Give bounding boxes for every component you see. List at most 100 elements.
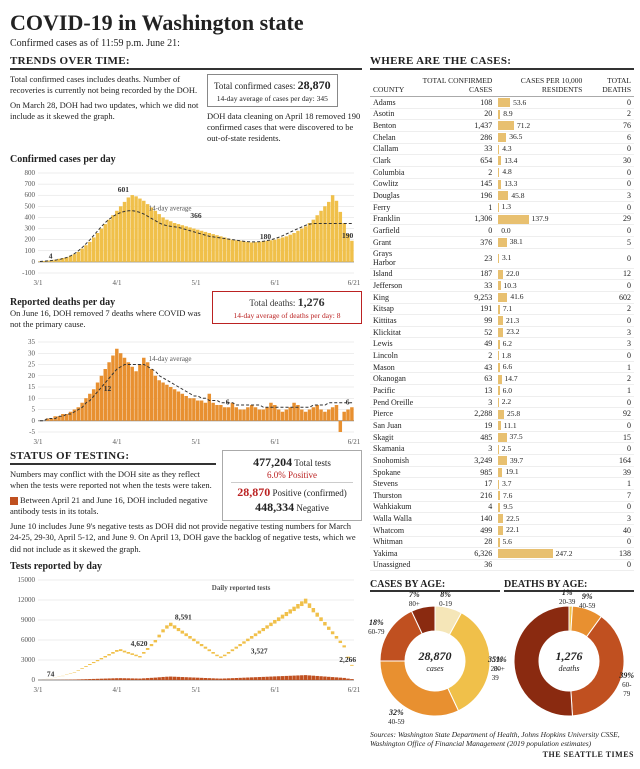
table-row: Chelan28636.56: [370, 131, 634, 143]
table-row: Island18722.012: [370, 268, 634, 280]
table-row: Garfield00.00: [370, 225, 634, 237]
table-row: King9,25341.6602: [370, 291, 634, 303]
trends-note1: Total confirmed cases includes deaths. N…: [10, 74, 201, 96]
deaths-note: On June 16, DOH removed 7 deaths where C…: [10, 308, 206, 330]
svg-text:30: 30: [28, 349, 36, 357]
table-row: Lincoln21.80: [370, 350, 634, 362]
svg-text:0: 0: [32, 676, 36, 684]
svg-text:5/1: 5/1: [192, 279, 201, 287]
svg-text:35: 35: [28, 338, 36, 346]
status-note2: Between April 21 and June 16, DOH includ…: [10, 495, 216, 517]
table-row: Whatcom49922.140: [370, 524, 634, 536]
cases-age-hdr: CASES BY AGE:: [370, 579, 500, 592]
svg-text:12: 12: [104, 384, 112, 393]
table-row: Wahkiakum49.50: [370, 501, 634, 513]
svg-text:200: 200: [25, 236, 36, 244]
table-row: Whitman285.60: [370, 536, 634, 548]
table-row: Walla Walla14022.53: [370, 513, 634, 525]
svg-text:180: 180: [260, 232, 272, 241]
svg-text:6/21: 6/21: [348, 686, 360, 694]
svg-text:500: 500: [25, 202, 36, 210]
svg-text:3/1: 3/1: [34, 279, 43, 287]
svg-text:6/21: 6/21: [348, 438, 360, 446]
cases-age-pie: 8%0-1935%20-3932%40-5918%60-797%80+28,87…: [370, 596, 500, 726]
svg-text:4/1: 4/1: [113, 438, 122, 446]
subtitle: Confirmed cases as of 11:59 p.m. June 21…: [10, 38, 630, 49]
svg-text:4: 4: [49, 252, 53, 261]
status-hdr: STATUS OF TESTING:: [10, 450, 216, 465]
table-row: Kitsap1917.12: [370, 303, 634, 315]
svg-text:15000: 15000: [18, 576, 36, 584]
table-row: Pierce2,28825.892: [370, 408, 634, 420]
table-row: Grays Harbor233.10: [370, 248, 634, 268]
svg-text:74: 74: [47, 669, 55, 678]
table-row: Skamania32.50: [370, 443, 634, 455]
svg-text:6/21: 6/21: [348, 279, 360, 287]
svg-text:6: 6: [346, 397, 350, 406]
page-title: COVID-19 in Washington state: [10, 10, 630, 36]
svg-text:15: 15: [28, 383, 36, 391]
table-row: Clark65413.430: [370, 155, 634, 167]
table-row: Benton1,43771.276: [370, 120, 634, 132]
svg-text:10: 10: [28, 394, 36, 402]
table-row: Skagit48537.515: [370, 431, 634, 443]
svg-text:4/1: 4/1: [113, 686, 122, 694]
table-row: Unassigned360: [370, 559, 634, 570]
svg-text:601: 601: [118, 185, 130, 194]
svg-text:25: 25: [28, 361, 36, 369]
svg-text:20: 20: [28, 372, 36, 380]
svg-text:0: 0: [32, 417, 36, 425]
table-row: Pacific136.01: [370, 385, 634, 397]
svg-text:400: 400: [25, 214, 36, 222]
svg-text:6/1: 6/1: [271, 279, 280, 287]
svg-text:300: 300: [25, 225, 36, 233]
svg-text:3/1: 3/1: [34, 438, 43, 446]
table-row: Thurston2167.67: [370, 490, 634, 502]
trends-note3: DOH data cleaning on April 18 removed 19…: [207, 111, 362, 144]
svg-text:5/1: 5/1: [192, 686, 201, 694]
svg-text:190: 190: [342, 231, 354, 240]
svg-text:3/1: 3/1: [34, 686, 43, 694]
svg-text:14-day average: 14-day average: [149, 204, 192, 212]
total-deaths-box: Total deaths: 1,276 14-day average of de…: [212, 291, 362, 324]
table-row: Klickitat5223.23: [370, 326, 634, 338]
svg-text:9000: 9000: [21, 616, 36, 624]
cases-chart-title: Confirmed cases per day: [10, 154, 362, 165]
table-row: Stevens173.71: [370, 478, 634, 490]
svg-text:4,620: 4,620: [131, 639, 148, 648]
table-row: Mason436.61: [370, 361, 634, 373]
table-row: Adams10853.60: [370, 97, 634, 109]
svg-text:5/1: 5/1: [192, 438, 201, 446]
svg-text:6/1: 6/1: [271, 686, 280, 694]
svg-text:6/1: 6/1: [271, 438, 280, 446]
status-note1: Numbers may conflict with the DOH site a…: [10, 469, 216, 491]
table-row: Clallam334.30: [370, 143, 634, 155]
table-row: Franklin1,306137.929: [370, 213, 634, 225]
total-cases-box: Total confirmed cases: 28,870 14-day ave…: [207, 74, 338, 107]
svg-text:0: 0: [32, 258, 36, 266]
table-row: Snohomish3,24939.7164: [370, 455, 634, 467]
table-row: Jefferson3310.30: [370, 280, 634, 292]
status-note3: June 10 includes June 9's negative tests…: [10, 521, 362, 554]
sources: Sources: Washington State Department of …: [370, 730, 634, 748]
svg-text:Daily reported tests: Daily reported tests: [212, 584, 271, 592]
svg-text:100: 100: [25, 247, 36, 255]
svg-text:6000: 6000: [21, 636, 36, 644]
svg-text:366: 366: [190, 211, 202, 220]
deaths-chart-title: Reported deaths per day: [10, 297, 206, 308]
table-row: Ferry11.30: [370, 201, 634, 213]
svg-text:700: 700: [25, 180, 36, 188]
svg-text:4/1: 4/1: [113, 279, 122, 287]
table-row: Asotin208.92: [370, 108, 634, 120]
tests-chart-title: Tests reported by day: [10, 561, 362, 572]
table-row: Cowlitz14513.30: [370, 178, 634, 190]
svg-text:5: 5: [32, 406, 36, 414]
svg-text:800: 800: [25, 169, 36, 177]
svg-text:-5: -5: [29, 428, 35, 436]
table-row: Kittitas9921.30: [370, 315, 634, 327]
table-row: Douglas19645.83: [370, 190, 634, 202]
cases-chart: -100010020030040050060070080014-day aver…: [10, 167, 362, 287]
table-row: Okanogan6314.72: [370, 373, 634, 385]
table-row: San Juan1911.10: [370, 420, 634, 432]
testing-totals-box: 477,204 Total tests 6.0% Positive 28,870…: [222, 450, 362, 521]
